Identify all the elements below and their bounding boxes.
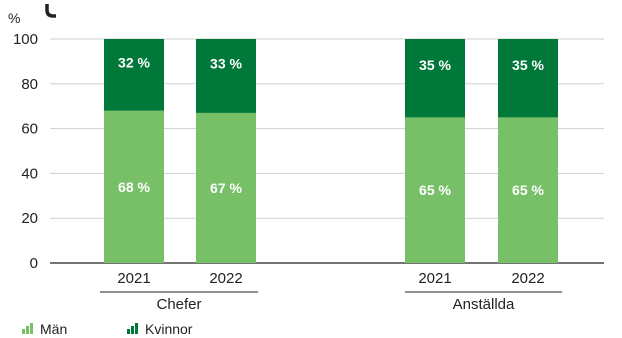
legend-bars-icon [22, 323, 33, 334]
y-tick-label: 80 [21, 76, 38, 93]
data-label: 68 % [118, 179, 150, 195]
x-tick-label: 2021 [117, 270, 150, 287]
data-label: 32 % [118, 55, 150, 71]
bars [104, 39, 558, 264]
cropped-title-fragment [45, 4, 56, 18]
x-tick-label: 2021 [418, 270, 451, 287]
bar-segment-man [196, 112, 256, 263]
bar-segment-man [498, 117, 558, 264]
y-tick-labels: 0 20 40 60 80 100 [13, 31, 38, 272]
x-tick-label: 2022 [511, 270, 544, 287]
legend-label: Män [40, 321, 67, 337]
x-tick-label: 2022 [209, 270, 242, 287]
legend-bars-icon [127, 323, 138, 334]
bar-segment-man [405, 117, 465, 264]
bar-segment-man [104, 110, 164, 264]
bar-segment-kvinnor [196, 39, 256, 113]
y-tick-label: 100 [13, 31, 38, 48]
y-tick-label: 60 [21, 121, 38, 138]
bar-segment-kvinnor [104, 39, 164, 111]
group-label: Chefer [156, 296, 201, 313]
legend-label: Kvinnor [145, 321, 193, 337]
data-label: 35 % [512, 57, 544, 73]
data-label: 65 % [512, 182, 544, 198]
x-axis: 2021 2022 Chefer 2021 2022 Anställda [100, 270, 562, 313]
data-label: 33 % [210, 55, 242, 71]
data-label: 67 % [210, 180, 242, 196]
y-tick-label: 20 [21, 210, 38, 227]
data-label: 65 % [419, 182, 451, 198]
y-unit-label: % [8, 10, 20, 26]
data-label: 35 % [419, 57, 451, 73]
bar-segment-kvinnor [405, 39, 465, 118]
group-label: Anställda [453, 296, 515, 313]
y-tick-label: 0 [30, 255, 38, 272]
legend: Män Kvinnor [22, 321, 193, 337]
y-tick-label: 40 [21, 165, 38, 182]
data-labels: 68 % 32 % 67 % 33 % 65 % 35 % 65 % 35 % [118, 55, 544, 199]
bar-segment-kvinnor [498, 39, 558, 118]
